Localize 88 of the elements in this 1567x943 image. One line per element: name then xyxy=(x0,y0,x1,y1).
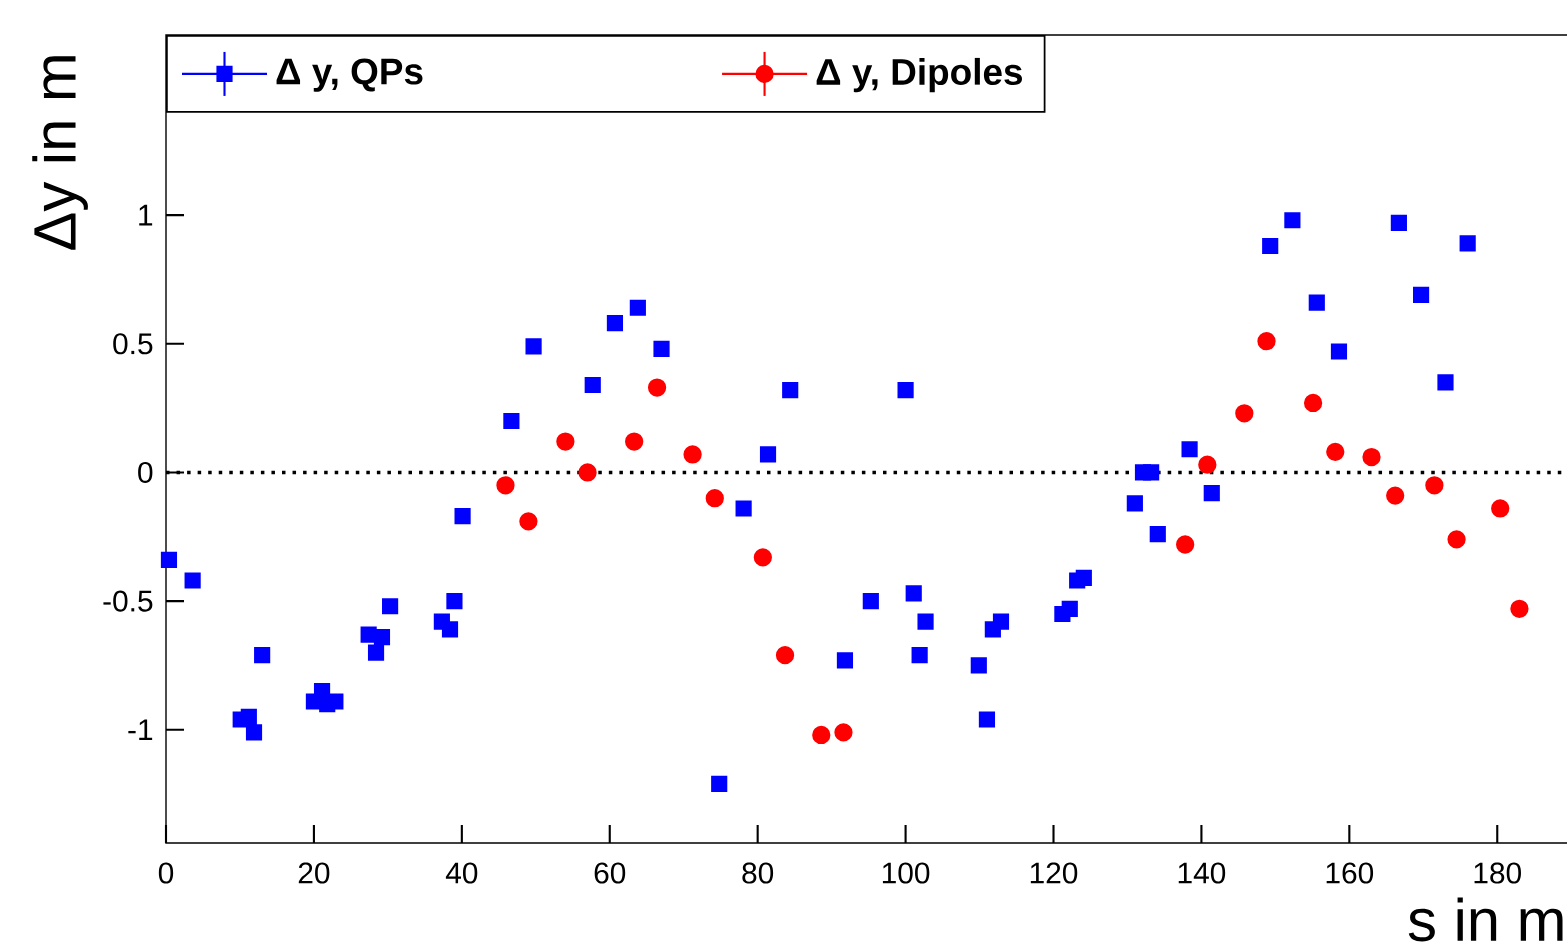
point xyxy=(1491,499,1510,518)
y-tick-label: -1 xyxy=(128,719,153,741)
point xyxy=(1149,526,1166,543)
point xyxy=(454,508,471,525)
point xyxy=(584,376,601,394)
point xyxy=(160,551,178,569)
point xyxy=(1390,214,1407,231)
point xyxy=(1326,442,1345,462)
point xyxy=(992,613,1010,630)
point xyxy=(735,500,752,517)
point xyxy=(1362,447,1381,467)
y-tick-label: -0.5 xyxy=(103,590,153,612)
point xyxy=(1198,455,1217,474)
point xyxy=(629,299,646,316)
point xyxy=(978,711,996,728)
point xyxy=(1459,235,1476,252)
point xyxy=(1075,569,1092,587)
x-tick-label: 20 xyxy=(298,862,330,884)
point xyxy=(1257,332,1276,351)
point xyxy=(647,378,667,397)
point xyxy=(1308,294,1325,311)
x-axis-title: s in m xyxy=(1408,897,1563,942)
point xyxy=(382,598,399,615)
point xyxy=(519,512,538,531)
point xyxy=(254,647,271,664)
legend-label: Δ y, QPs xyxy=(276,58,423,92)
point xyxy=(683,445,702,464)
x-tick-label: 0 xyxy=(158,862,174,884)
point xyxy=(1330,343,1348,360)
point xyxy=(1126,495,1143,512)
point xyxy=(775,646,795,665)
point xyxy=(1510,599,1529,618)
point xyxy=(606,315,624,332)
point xyxy=(245,724,263,741)
y-axis-title: Δy in m xyxy=(32,56,88,250)
point xyxy=(911,647,928,664)
point xyxy=(753,548,772,567)
point xyxy=(1061,600,1078,617)
point xyxy=(496,476,515,495)
point xyxy=(503,412,520,430)
point xyxy=(812,725,831,745)
point xyxy=(1181,441,1198,458)
point xyxy=(446,593,463,610)
point xyxy=(782,382,799,399)
point xyxy=(1143,464,1160,481)
point xyxy=(917,613,934,630)
point xyxy=(759,446,777,463)
point xyxy=(373,629,391,646)
point xyxy=(441,621,459,638)
x-tick-label: 180 xyxy=(1474,862,1521,884)
point xyxy=(711,775,728,792)
point xyxy=(1203,484,1220,502)
point xyxy=(367,644,385,661)
point xyxy=(970,657,987,674)
point xyxy=(653,340,670,358)
y-tick-label: 1 xyxy=(139,204,153,226)
point xyxy=(836,652,854,669)
point xyxy=(184,572,201,589)
point xyxy=(578,463,597,482)
x-tick-label: 80 xyxy=(742,862,774,884)
point xyxy=(1235,404,1254,423)
point xyxy=(1176,535,1195,554)
point xyxy=(1284,212,1301,229)
y-tick-label: 0 xyxy=(138,461,153,484)
x-tick-label: 140 xyxy=(1178,862,1226,884)
point xyxy=(862,593,879,610)
point xyxy=(897,382,914,399)
point xyxy=(1303,393,1323,413)
point xyxy=(525,338,542,355)
point xyxy=(1447,530,1466,549)
point xyxy=(705,489,724,508)
x-tick-label: 160 xyxy=(1326,862,1374,884)
legend-label: Δ y, Dipoles xyxy=(816,57,1022,93)
y-tick-label: 0.5 xyxy=(113,333,153,355)
point xyxy=(556,432,575,451)
x-tick-label: 40 xyxy=(445,862,478,884)
point xyxy=(1437,374,1454,391)
x-tick-label: 120 xyxy=(1030,862,1078,884)
point xyxy=(1412,286,1430,303)
point xyxy=(834,723,853,742)
point xyxy=(905,585,922,602)
point xyxy=(1386,486,1405,505)
point xyxy=(625,432,644,451)
x-tick-label: 100 xyxy=(882,862,930,884)
point xyxy=(240,708,257,725)
x-tick-label: 60 xyxy=(594,862,626,884)
point xyxy=(1262,237,1279,255)
point xyxy=(1425,476,1444,495)
